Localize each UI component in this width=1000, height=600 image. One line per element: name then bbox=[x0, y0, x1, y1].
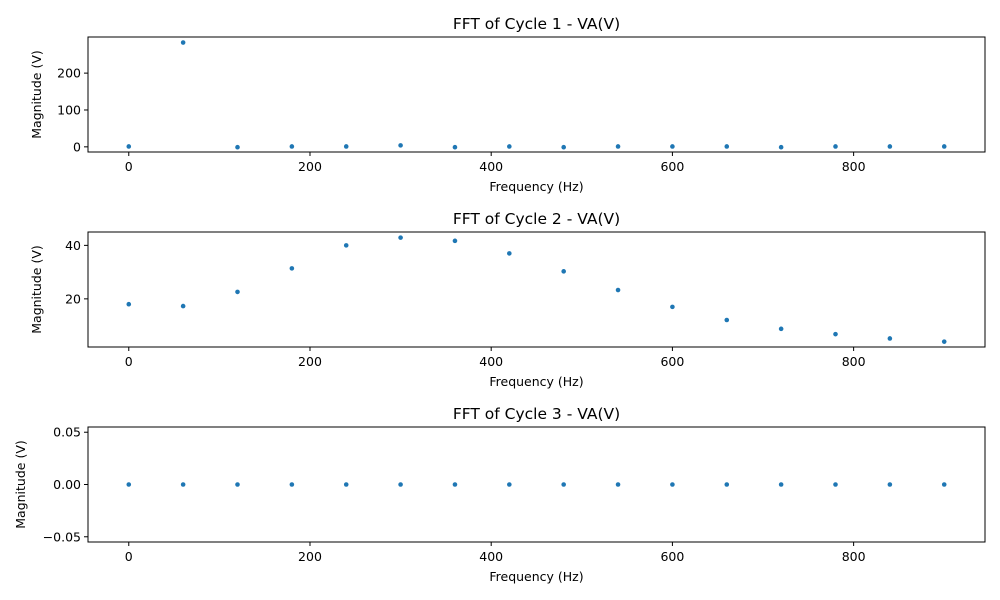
y-tick-label: 20 bbox=[65, 291, 81, 306]
y-axis-label: Magnitude (V) bbox=[29, 245, 44, 334]
data-point bbox=[289, 266, 295, 271]
data-point bbox=[180, 40, 186, 45]
y-axis-label: Magnitude (V) bbox=[29, 50, 44, 139]
data-point bbox=[941, 339, 947, 344]
data-point bbox=[670, 304, 675, 310]
y-tick-label: 200 bbox=[57, 66, 81, 81]
subplot-title: FFT of Cycle 1 - VA(V) bbox=[453, 15, 620, 33]
x-tick-label: 400 bbox=[479, 159, 503, 174]
data-point bbox=[561, 269, 566, 274]
data-point bbox=[887, 144, 893, 149]
subplot-title: FFT of Cycle 3 - VA(V) bbox=[453, 405, 620, 423]
y-axis-label: Magnitude (V) bbox=[13, 440, 28, 529]
data-point bbox=[670, 482, 675, 487]
subplot-cycle-2: FFT of Cycle 2 - VA(V) Frequency (Hz) Ma… bbox=[29, 210, 986, 389]
x-axis-label: Frequency (Hz) bbox=[489, 374, 583, 389]
data-point bbox=[452, 238, 458, 244]
data-point bbox=[833, 144, 838, 149]
data-point bbox=[126, 301, 132, 307]
data-point bbox=[724, 144, 730, 149]
data-point bbox=[615, 287, 621, 293]
data-point bbox=[452, 482, 458, 487]
data-point bbox=[724, 317, 730, 323]
y-tick-label: −0.05 bbox=[43, 529, 81, 544]
data-point bbox=[398, 482, 403, 487]
y-tick-label: 40 bbox=[65, 238, 81, 253]
data-point bbox=[126, 482, 132, 487]
data-point bbox=[833, 331, 838, 337]
data-point bbox=[887, 336, 893, 341]
data-point bbox=[778, 482, 784, 487]
data-point bbox=[724, 482, 730, 487]
data-point bbox=[398, 143, 403, 148]
data-point bbox=[343, 482, 349, 487]
x-axis-label: Frequency (Hz) bbox=[489, 179, 583, 194]
x-tick-label: 200 bbox=[298, 549, 322, 564]
x-axis-label: Frequency (Hz) bbox=[489, 569, 583, 584]
x-tick-label: 400 bbox=[479, 549, 503, 564]
x-tick-label: 200 bbox=[298, 159, 322, 174]
data-point bbox=[833, 482, 838, 487]
x-tick-label: 400 bbox=[479, 354, 503, 369]
subplot-cycle-1: FFT of Cycle 1 - VA(V) Frequency (Hz) Ma… bbox=[29, 15, 986, 194]
data-point bbox=[507, 482, 512, 487]
data-point bbox=[398, 235, 403, 240]
subplot-title: FFT of Cycle 2 - VA(V) bbox=[453, 210, 620, 228]
x-tick-label: 0 bbox=[125, 159, 133, 174]
data-point bbox=[615, 482, 621, 487]
plot-frame bbox=[87, 426, 986, 543]
data-point bbox=[180, 482, 186, 487]
data-point bbox=[289, 482, 295, 487]
y-tick-label: 0.00 bbox=[53, 477, 81, 492]
data-point bbox=[452, 144, 458, 150]
data-point bbox=[235, 144, 240, 150]
data-point bbox=[670, 144, 675, 149]
data-point bbox=[941, 482, 947, 487]
data-point bbox=[615, 144, 621, 149]
x-tick-label: 800 bbox=[842, 159, 866, 174]
data-point bbox=[343, 144, 349, 149]
subplot-cycle-3: FFT of Cycle 3 - VA(V) Frequency (Hz) Ma… bbox=[13, 405, 986, 584]
y-tick-label: 0 bbox=[73, 139, 81, 154]
data-point bbox=[887, 482, 893, 487]
data-point bbox=[561, 144, 566, 150]
x-tick-label: 600 bbox=[660, 159, 684, 174]
data-point bbox=[778, 144, 784, 150]
x-tick-label: 600 bbox=[660, 549, 684, 564]
data-point bbox=[507, 251, 512, 256]
x-tick-label: 600 bbox=[660, 354, 684, 369]
x-tick-label: 800 bbox=[842, 354, 866, 369]
data-point bbox=[180, 303, 186, 309]
x-tick-label: 800 bbox=[842, 549, 866, 564]
data-point bbox=[507, 144, 512, 149]
plot-frame bbox=[87, 36, 986, 153]
x-tick-label: 0 bbox=[125, 354, 133, 369]
x-tick-label: 0 bbox=[125, 549, 133, 564]
data-point bbox=[126, 144, 132, 149]
y-tick-label: 0.05 bbox=[53, 425, 81, 440]
data-point bbox=[778, 326, 784, 332]
data-point bbox=[343, 243, 349, 248]
data-point bbox=[235, 482, 240, 487]
data-point bbox=[235, 289, 240, 295]
data-point bbox=[561, 482, 566, 487]
data-point bbox=[289, 144, 295, 149]
y-tick-label: 100 bbox=[57, 102, 81, 117]
data-point bbox=[941, 144, 947, 149]
x-tick-label: 200 bbox=[298, 354, 322, 369]
plot-frame bbox=[87, 231, 986, 348]
